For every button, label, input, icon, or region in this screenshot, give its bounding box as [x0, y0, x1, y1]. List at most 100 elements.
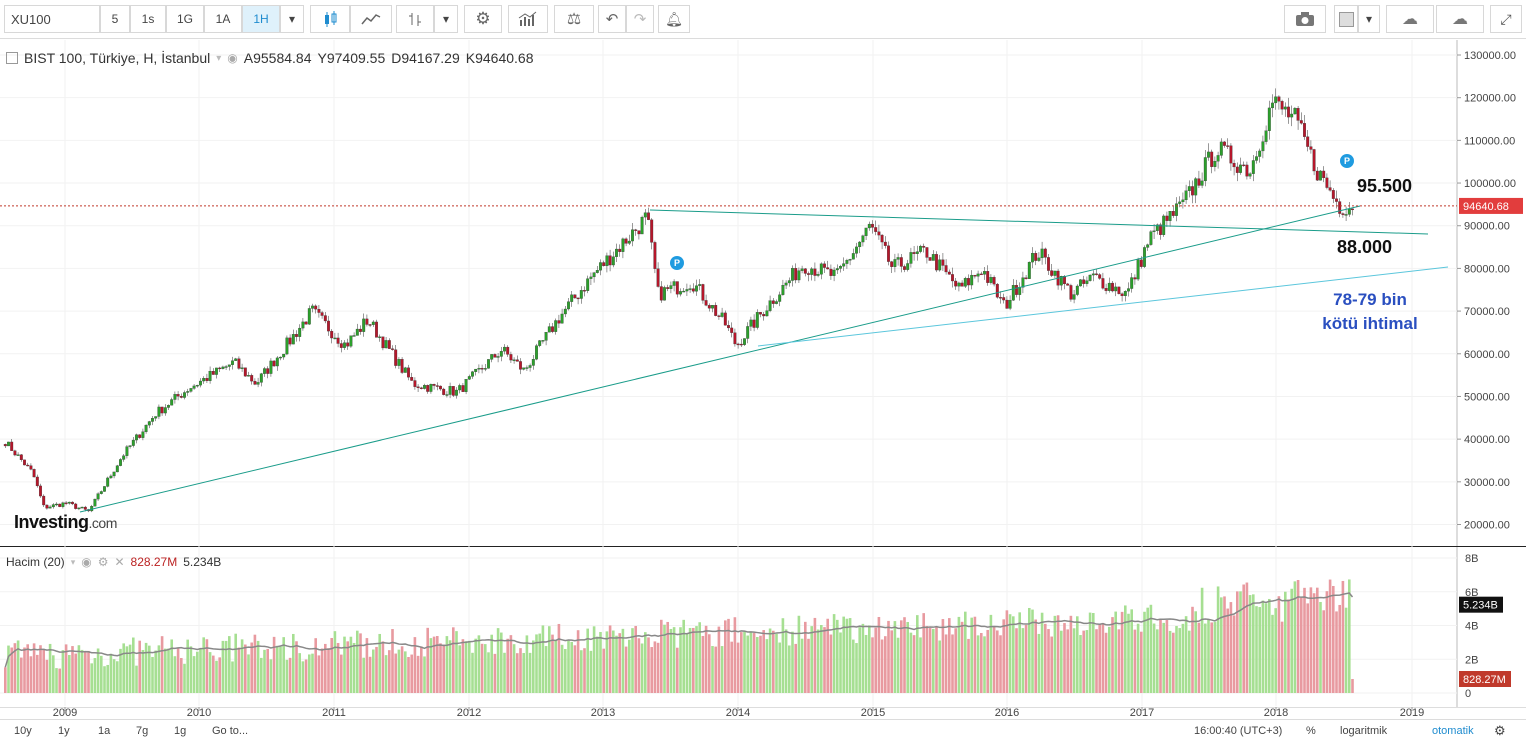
volume-bar: [1261, 600, 1265, 693]
volume-bar: [1095, 629, 1098, 693]
candle-body: [1168, 211, 1172, 221]
candle-body: [771, 300, 775, 304]
event-badge[interactable]: P: [1340, 154, 1354, 168]
snapshot-button[interactable]: [1284, 5, 1326, 33]
candle-body: [615, 248, 618, 257]
candle-body: [26, 464, 30, 467]
scales-icon: ⚖: [566, 11, 582, 28]
volume-bar: [330, 637, 333, 693]
volume-bar: [1124, 605, 1127, 693]
candle-body: [925, 247, 929, 258]
alert-button[interactable]: 🔔︎: [658, 5, 690, 33]
symbol-input[interactable]: XU100: [4, 5, 100, 33]
price-tick-label: 120000.00: [1464, 93, 1516, 105]
gear-icon[interactable]: ⚙: [97, 555, 109, 569]
candle-body: [282, 353, 286, 358]
range-10y[interactable]: 10y: [14, 725, 32, 737]
candle-body: [986, 271, 990, 283]
volume-bar: [1277, 596, 1281, 693]
interval-1s[interactable]: 1s: [130, 5, 166, 33]
volume-bar: [372, 649, 375, 693]
price-tick-label: 130000.00: [1464, 50, 1516, 62]
event-badge[interactable]: P: [670, 256, 684, 270]
ohlc-bars-icon: [409, 13, 421, 26]
range-1g[interactable]: 1g: [174, 725, 187, 737]
log-toggle[interactable]: logaritmik: [1340, 725, 1388, 737]
color-theme-button[interactable]: [1334, 5, 1358, 33]
volume-bar: [692, 627, 695, 693]
candle-body: [1066, 283, 1070, 286]
percent-toggle[interactable]: %: [1306, 725, 1316, 737]
chart-type-dropdown[interactable]: ▾: [434, 5, 458, 33]
chevron-down-icon[interactable]: ▾: [70, 556, 76, 567]
volume-bar: [432, 636, 436, 693]
volume-bar: [890, 630, 893, 693]
candle-body: [1210, 151, 1214, 167]
chevron-down-icon: ▾: [288, 12, 296, 26]
chevron-down-icon[interactable]: ▾: [216, 52, 222, 64]
volume-bar: [749, 631, 753, 693]
candles-button[interactable]: [310, 5, 350, 33]
trendline-resistance[interactable]: [649, 209, 1429, 235]
range-1a[interactable]: 1a: [98, 725, 111, 737]
price-chart[interactable]: 130000.00 120000.00 110000.00 100000.00 9000…: [0, 39, 1526, 719]
line-chart-button[interactable]: [350, 5, 392, 33]
eye-icon[interactable]: ◉: [81, 555, 92, 569]
volume-bar: [240, 639, 244, 693]
volume-bar: [420, 646, 423, 693]
compare-button[interactable]: ⚖: [554, 5, 594, 33]
volume-bar: [400, 646, 404, 693]
interval-dropdown[interactable]: ▾: [280, 5, 304, 33]
interval-1a[interactable]: 1A: [204, 5, 242, 33]
candle-body: [618, 248, 622, 252]
auto-toggle[interactable]: otomatik: [1432, 725, 1474, 737]
candle-body: [890, 261, 894, 267]
settings-button[interactable]: ⚙: [464, 5, 502, 33]
range-1y[interactable]: 1y: [58, 725, 70, 737]
interval-1h[interactable]: 1H: [242, 5, 280, 33]
close-icon[interactable]: ✕: [114, 555, 125, 569]
theme-dropdown[interactable]: ▾: [1358, 5, 1380, 33]
candle-body: [535, 345, 538, 360]
chart-background: [0, 39, 1526, 719]
volume-bar: [980, 632, 983, 693]
redo-button[interactable]: ↷: [626, 5, 654, 33]
trendline-worst-case[interactable]: [757, 266, 1449, 347]
volume-bar: [1239, 591, 1242, 693]
indicators-button[interactable]: [508, 5, 548, 33]
candle-body: [234, 358, 238, 361]
undo-button[interactable]: ↶: [598, 5, 626, 33]
volume-bar: [122, 643, 125, 693]
gear-icon: ⚙: [475, 9, 491, 28]
trendline-long-support[interactable]: [79, 205, 1361, 513]
volume-bar: [125, 646, 129, 693]
eye-icon[interactable]: ◉: [227, 51, 238, 65]
interval-1g[interactable]: 1G: [166, 5, 204, 33]
interval-5[interactable]: 5: [100, 5, 130, 33]
candle-body: [909, 252, 913, 264]
candle-body: [109, 475, 113, 479]
volume-bar: [1111, 617, 1114, 693]
volume-bar: [733, 617, 737, 693]
volume-bar: [282, 637, 285, 693]
volume-bar: [1178, 628, 1181, 693]
collapse-icon[interactable]: [6, 52, 18, 64]
candle-body: [589, 276, 593, 279]
load-layout-button[interactable]: ☁: [1386, 5, 1434, 33]
candle-body: [602, 262, 606, 267]
volume-bar: [180, 657, 183, 693]
range-7g[interactable]: 7g: [136, 725, 149, 737]
volume-bar: [970, 617, 973, 693]
volume-bar: [666, 621, 669, 693]
fullscreen-button[interactable]: ⤢: [1490, 5, 1522, 33]
candle-body: [573, 294, 577, 299]
goto-button[interactable]: Go to...: [212, 725, 249, 737]
bars-button[interactable]: [396, 5, 434, 33]
volume-bar: [1082, 630, 1085, 693]
volume-bar: [458, 645, 461, 693]
volume-bar: [1213, 622, 1217, 693]
candle-body: [807, 273, 810, 275]
gear-icon[interactable]: ⚙: [1494, 723, 1506, 738]
volume-bar: [1021, 628, 1025, 693]
save-layout-button[interactable]: ☁: [1436, 5, 1484, 33]
